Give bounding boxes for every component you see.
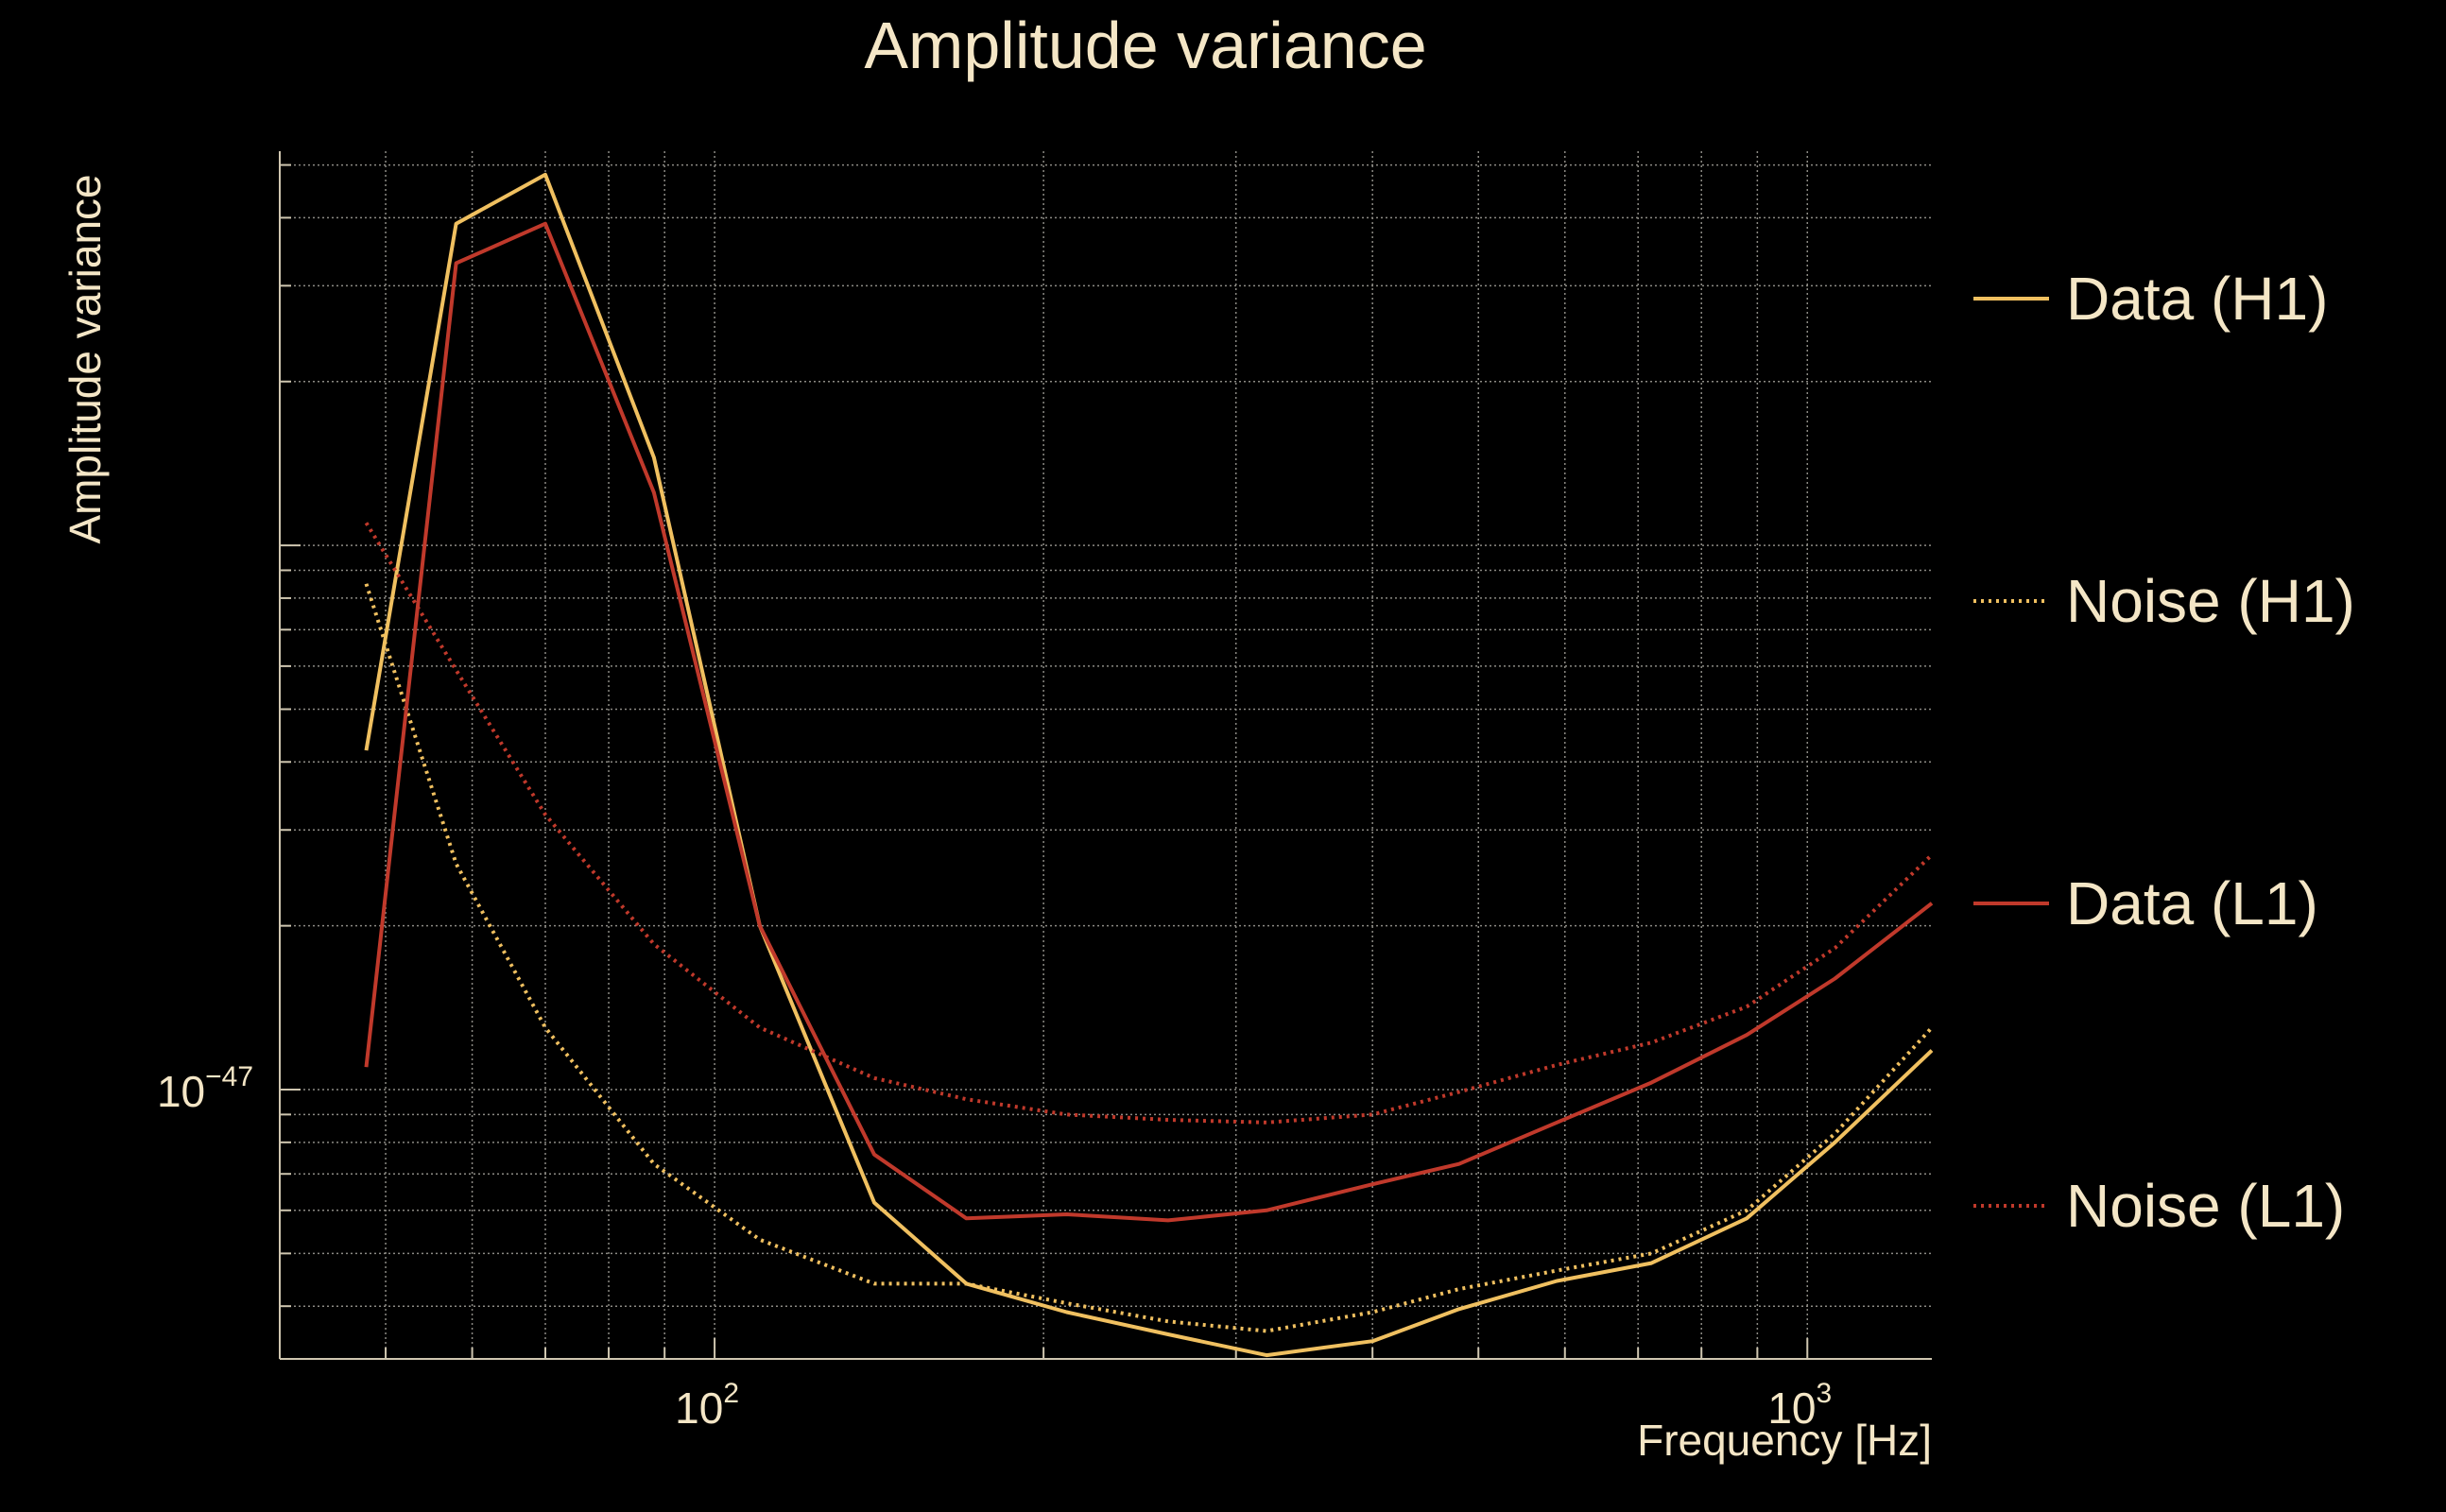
legend-label: Data (L1) bbox=[2066, 869, 2318, 937]
legend-label: Data (H1) bbox=[2066, 265, 2328, 333]
x-tick-label-base: 10 bbox=[1767, 1383, 1816, 1433]
series-line-data-h1 bbox=[364, 172, 1934, 1358]
y-axis-label: Amplitude variance bbox=[60, 174, 110, 543]
legend: Data (H1) Noise (H1) Data (L1) Noise (L1) bbox=[1973, 265, 2355, 1240]
y-tick-label-base: 10 bbox=[157, 1067, 205, 1116]
grid-lines bbox=[279, 151, 1932, 1359]
series-line-noise-l1 bbox=[364, 522, 1934, 1125]
x-tick-label: 102 bbox=[675, 1378, 739, 1433]
legend-label: Noise (H1) bbox=[2066, 567, 2355, 635]
y-tick-label-exponent: −47 bbox=[205, 1061, 253, 1092]
x-tick-label-exponent: 2 bbox=[723, 1378, 739, 1409]
series-line-data-l1 bbox=[364, 221, 1934, 1223]
y-tick-label: 10−47 bbox=[157, 1061, 253, 1116]
chart-title: Amplitude variance bbox=[864, 9, 1426, 82]
axes bbox=[279, 151, 1932, 1360]
series-lines bbox=[364, 172, 1934, 1358]
series-line-noise-h1 bbox=[364, 583, 1934, 1333]
x-tick-label-base: 10 bbox=[675, 1383, 723, 1433]
x-tick-label: 103 bbox=[1767, 1378, 1832, 1433]
legend-label: Noise (L1) bbox=[2066, 1172, 2345, 1240]
x-tick-label-exponent: 3 bbox=[1817, 1378, 1833, 1409]
x-axis-label: Frequency [Hz] bbox=[1637, 1416, 1932, 1465]
